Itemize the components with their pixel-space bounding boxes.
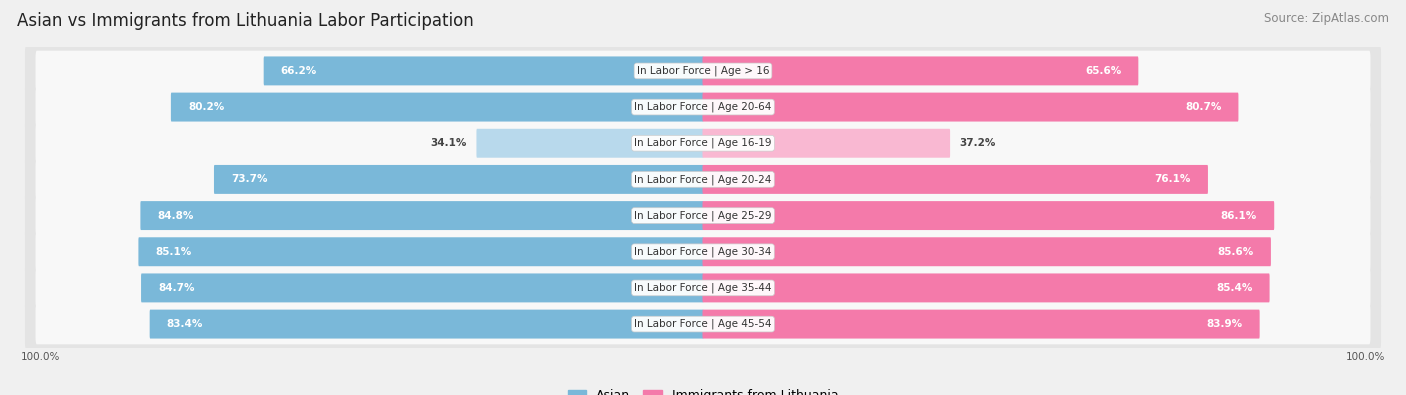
Text: 76.1%: 76.1% <box>1154 175 1191 184</box>
FancyBboxPatch shape <box>703 237 1271 266</box>
Text: 73.7%: 73.7% <box>231 175 267 184</box>
Text: Asian vs Immigrants from Lithuania Labor Participation: Asian vs Immigrants from Lithuania Labor… <box>17 12 474 30</box>
Text: In Labor Force | Age 30-34: In Labor Force | Age 30-34 <box>634 246 772 257</box>
Text: 85.1%: 85.1% <box>156 247 191 257</box>
FancyBboxPatch shape <box>25 79 1381 135</box>
Text: 84.7%: 84.7% <box>157 283 194 293</box>
Text: 37.2%: 37.2% <box>959 138 995 148</box>
FancyBboxPatch shape <box>703 273 1270 303</box>
FancyBboxPatch shape <box>141 273 703 303</box>
FancyBboxPatch shape <box>703 165 1208 194</box>
FancyBboxPatch shape <box>25 116 1381 171</box>
Text: In Labor Force | Age 45-54: In Labor Force | Age 45-54 <box>634 319 772 329</box>
Text: 80.7%: 80.7% <box>1185 102 1222 112</box>
Text: 85.4%: 85.4% <box>1216 283 1253 293</box>
Text: 84.8%: 84.8% <box>157 211 194 220</box>
FancyBboxPatch shape <box>35 123 1371 164</box>
FancyBboxPatch shape <box>703 92 1239 122</box>
FancyBboxPatch shape <box>35 159 1371 199</box>
Text: 66.2%: 66.2% <box>281 66 316 76</box>
Text: 34.1%: 34.1% <box>430 138 467 148</box>
FancyBboxPatch shape <box>214 165 703 194</box>
FancyBboxPatch shape <box>149 310 703 339</box>
Text: In Labor Force | Age 20-24: In Labor Force | Age 20-24 <box>634 174 772 185</box>
FancyBboxPatch shape <box>141 201 703 230</box>
FancyBboxPatch shape <box>703 129 950 158</box>
FancyBboxPatch shape <box>264 56 703 85</box>
FancyBboxPatch shape <box>35 196 1371 236</box>
Text: 80.2%: 80.2% <box>188 102 224 112</box>
Text: 85.6%: 85.6% <box>1218 247 1254 257</box>
FancyBboxPatch shape <box>35 268 1371 308</box>
Legend: Asian, Immigrants from Lithuania: Asian, Immigrants from Lithuania <box>562 384 844 395</box>
Text: Source: ZipAtlas.com: Source: ZipAtlas.com <box>1264 12 1389 25</box>
FancyBboxPatch shape <box>25 297 1381 352</box>
FancyBboxPatch shape <box>35 51 1371 91</box>
Text: In Labor Force | Age 25-29: In Labor Force | Age 25-29 <box>634 210 772 221</box>
Text: 83.4%: 83.4% <box>167 319 202 329</box>
FancyBboxPatch shape <box>25 188 1381 243</box>
FancyBboxPatch shape <box>35 231 1371 272</box>
Text: In Labor Force | Age 20-64: In Labor Force | Age 20-64 <box>634 102 772 112</box>
FancyBboxPatch shape <box>703 201 1274 230</box>
FancyBboxPatch shape <box>25 224 1381 279</box>
FancyBboxPatch shape <box>477 129 703 158</box>
FancyBboxPatch shape <box>138 237 703 266</box>
FancyBboxPatch shape <box>35 87 1371 127</box>
FancyBboxPatch shape <box>703 56 1139 85</box>
Text: In Labor Force | Age > 16: In Labor Force | Age > 16 <box>637 66 769 76</box>
Text: 65.6%: 65.6% <box>1085 66 1121 76</box>
Text: In Labor Force | Age 35-44: In Labor Force | Age 35-44 <box>634 283 772 293</box>
FancyBboxPatch shape <box>35 304 1371 344</box>
Text: 86.1%: 86.1% <box>1220 211 1257 220</box>
FancyBboxPatch shape <box>25 152 1381 207</box>
FancyBboxPatch shape <box>25 43 1381 98</box>
FancyBboxPatch shape <box>25 260 1381 316</box>
Text: 83.9%: 83.9% <box>1206 319 1243 329</box>
FancyBboxPatch shape <box>172 92 703 122</box>
FancyBboxPatch shape <box>703 310 1260 339</box>
Text: In Labor Force | Age 16-19: In Labor Force | Age 16-19 <box>634 138 772 149</box>
